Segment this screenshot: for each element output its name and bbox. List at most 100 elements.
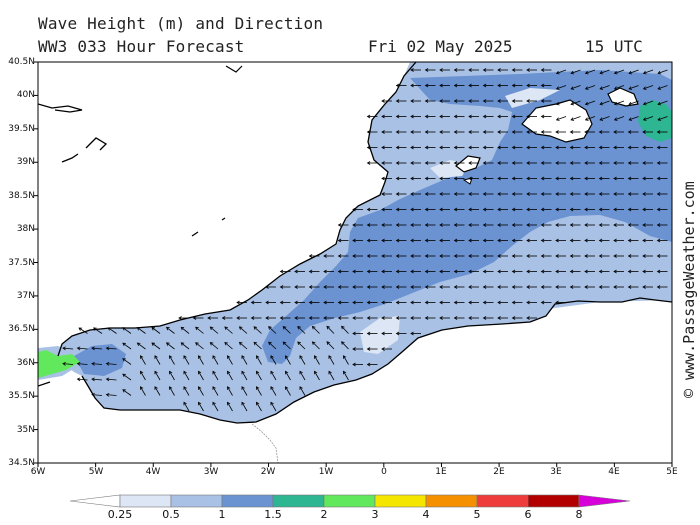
wave-arrow-shaft <box>614 69 625 74</box>
wave-arrow-head <box>253 326 258 330</box>
lon-label: 3E <box>550 467 562 477</box>
wave-arrow-head <box>395 130 400 134</box>
wave-arrow-head <box>656 192 661 196</box>
wave-arrow-head <box>410 316 414 320</box>
wave-arrow-shaft <box>198 386 204 396</box>
legend-label: 0.5 <box>162 508 180 521</box>
wave-arrow-head <box>482 207 487 212</box>
lon-label: 1W <box>318 467 334 477</box>
wave-arrow-head <box>540 161 545 165</box>
wave-arrow-shaft <box>198 355 204 365</box>
wave-arrow-head <box>511 145 516 150</box>
wave-arrow-shaft <box>169 386 175 396</box>
legend-label: 4 <box>422 508 430 521</box>
wave-arrow-shaft <box>585 116 596 121</box>
legend-label: 1 <box>218 508 226 521</box>
wave-arrow-head <box>326 325 331 330</box>
strait-high-wave <box>38 350 80 378</box>
wave-arrow-head <box>183 401 187 406</box>
wave-arrow-head <box>212 401 216 406</box>
wave-arrow-head <box>424 269 429 274</box>
wave-arrow-shaft <box>241 371 248 381</box>
wave-arrow-head <box>410 269 414 274</box>
wave-arrow-head <box>299 370 303 375</box>
wave-arrow-shaft <box>137 327 146 334</box>
wave-arrow-head <box>439 269 443 274</box>
wave-arrow-head <box>424 161 429 165</box>
wave-arrow-head <box>76 346 81 351</box>
wave-arrow-head <box>439 192 443 196</box>
wave-arrow-head <box>381 130 385 134</box>
wave-arrow-head <box>337 223 342 227</box>
wave-arrow-head <box>410 145 414 150</box>
wave-arrow-head <box>195 326 199 331</box>
wave-arrow-head <box>656 145 661 150</box>
wave-arrow-head <box>627 269 632 274</box>
wave-arrow-head <box>270 386 274 390</box>
wave-arrow-head <box>598 207 603 212</box>
wave-arrow-shaft <box>328 355 335 365</box>
wave-arrow-head <box>105 361 110 366</box>
legend-label: 3 <box>371 508 379 521</box>
wave-arrow-shaft <box>241 402 248 412</box>
wave-arrow-head <box>395 161 400 165</box>
wave-arrow-head <box>497 161 501 165</box>
wave-arrow-head <box>439 223 443 227</box>
wave-arrow-shaft <box>285 386 291 396</box>
wave-arrow-head <box>526 238 530 243</box>
lat-label: 40.5N <box>8 57 35 67</box>
wave-arrow-shaft <box>91 363 103 365</box>
wave-arrow-head <box>140 370 144 375</box>
wave-arrow-head <box>308 300 313 305</box>
coastline-fragment <box>38 381 51 387</box>
wave-arrow-head <box>569 285 574 289</box>
wave-arrow-shaft <box>169 355 175 365</box>
wave-arrow-shaft <box>256 371 262 381</box>
wave-arrow-head <box>584 192 588 196</box>
wave-arrow-head <box>122 373 126 378</box>
wave-arrow-head <box>642 130 646 134</box>
lon-label: 5E <box>666 467 678 477</box>
wave-arrow-head <box>178 316 182 320</box>
wave-arrow-head <box>76 377 81 382</box>
wave-arrow-head <box>584 223 588 227</box>
wave-arrow-head <box>268 341 272 346</box>
wave-arrow-shaft <box>570 116 581 121</box>
wave-arrow-head <box>395 192 400 196</box>
forecast-time: 15 UTC <box>585 37 643 56</box>
wave-arrow-head <box>482 269 487 274</box>
wave-arrow-head <box>314 370 318 375</box>
wave-arrow-head <box>105 377 110 382</box>
wave-arrow-shaft <box>614 100 625 105</box>
wave-arrow-head <box>497 223 501 227</box>
coastline-fragment <box>225 65 243 73</box>
wave-arrow-head <box>642 70 647 75</box>
wave-arrow-head <box>381 269 385 274</box>
wave-arrow-head <box>297 325 301 330</box>
wave-arrow-head <box>381 347 385 351</box>
wave-arrow-head <box>627 238 632 243</box>
wave-arrow-head <box>424 238 429 243</box>
wave-arrow-shaft <box>183 355 190 365</box>
wave-arrow-head <box>511 254 516 258</box>
wave-arrow-head <box>628 86 633 90</box>
wave-arrow-shaft <box>256 386 262 396</box>
wave-arrow-head <box>256 386 260 390</box>
wave-arrow-head <box>468 114 472 119</box>
wave-arrow-head <box>183 386 187 390</box>
wave-arrow-shaft <box>108 327 117 334</box>
wave-arrow-head <box>424 285 429 289</box>
wave-arrow-head <box>241 401 245 406</box>
lon-label: 4E <box>608 467 620 477</box>
wave-arrow-head <box>468 83 472 88</box>
wave-arrow-head <box>270 401 274 406</box>
wave-arrow-head <box>598 254 603 258</box>
wave-arrow-head <box>209 342 214 346</box>
wave-arrow-shaft <box>239 326 248 334</box>
wave-arrow-head <box>613 70 618 75</box>
wave-arrow-head <box>410 254 414 258</box>
lon-label: 3W <box>203 467 219 477</box>
wave-arrow-head <box>328 355 332 359</box>
wave-arrow-head <box>270 355 274 359</box>
wave-arrow-head <box>511 223 516 227</box>
